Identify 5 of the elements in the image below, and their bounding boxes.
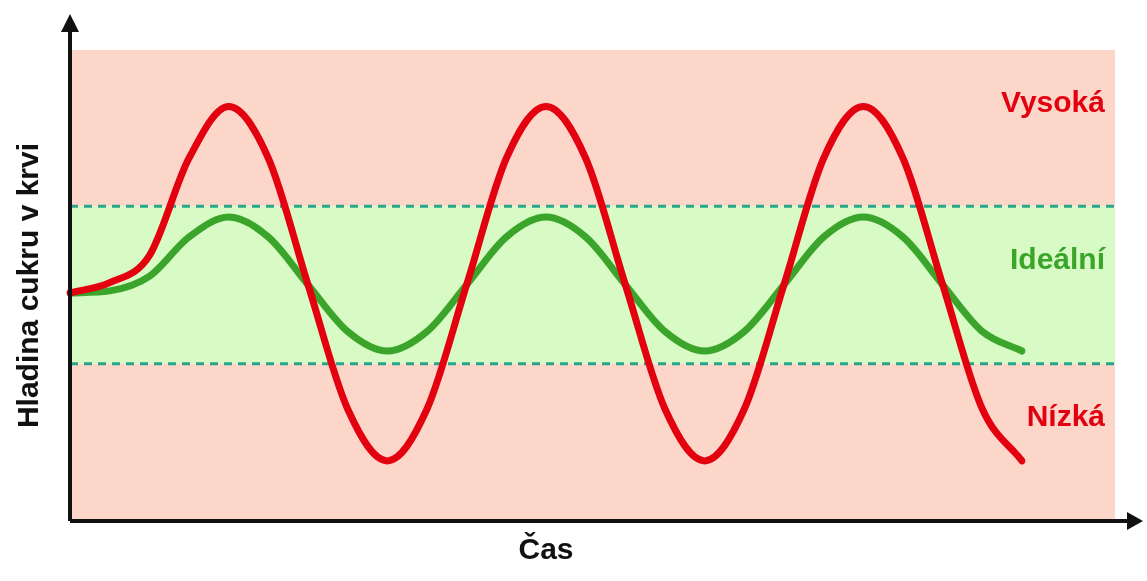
y-axis-title: Hladina cukru v krvi	[11, 142, 45, 429]
band-label: Nízká	[1026, 399, 1106, 433]
band-label: Vysoká	[1001, 85, 1106, 119]
band-label: Ideální	[1009, 241, 1107, 275]
x-axis-title: Čas	[518, 532, 574, 566]
